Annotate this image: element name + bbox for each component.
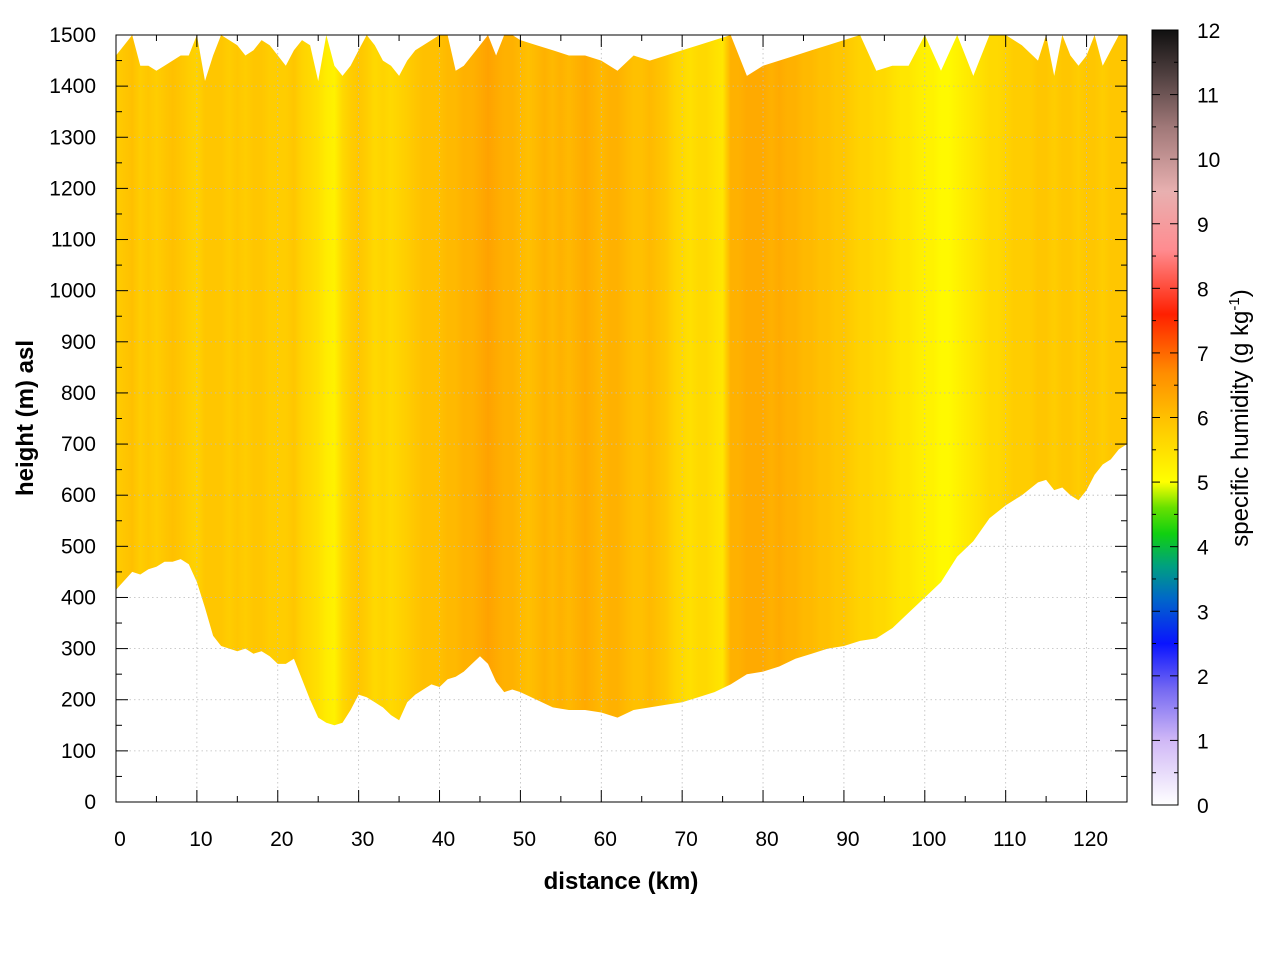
colorbar-tick-label: 0: [1197, 795, 1209, 818]
x-tick-label: 0: [114, 828, 126, 851]
colorbar-title-end: ): [1227, 289, 1254, 297]
humidity-field: [116, 35, 1127, 726]
colorbar-tick-label: 2: [1197, 666, 1209, 689]
x-tick-label: 80: [755, 828, 778, 851]
y-tick-label: 1200: [49, 177, 96, 200]
colorbar-tick-label: 6: [1197, 408, 1209, 431]
colorbar-title-main: specific humidity (g kg: [1227, 311, 1254, 547]
y-tick-label: 1400: [49, 75, 96, 98]
x-axis: 0 10 20 30 40 50 60 70 80 90 100 110 120: [114, 35, 1108, 851]
y-tick-label: 900: [61, 331, 96, 354]
x-tick-label: 70: [674, 828, 697, 851]
colorbar-tick-label: 9: [1197, 214, 1209, 237]
x-tick-label: 50: [513, 828, 536, 851]
y-tick-label: 600: [61, 484, 96, 507]
y-tick-label: 0: [84, 791, 96, 814]
y-tick-label: 500: [61, 535, 96, 558]
y-tick-label: 400: [61, 586, 96, 609]
colorbar-tick-label: 8: [1197, 278, 1209, 301]
y-tick-label: 800: [61, 382, 96, 405]
y-tick-label: 700: [61, 433, 96, 456]
colorbar-tick-label: 12: [1197, 20, 1220, 43]
x-tick-label: 110: [993, 828, 1026, 851]
x-tick-label: 100: [911, 828, 946, 851]
colorbar-tick-label: 3: [1197, 601, 1209, 624]
y-tick-label: 1500: [49, 24, 96, 47]
x-axis-title: distance (km): [544, 868, 699, 895]
y-tick-label: 1300: [49, 126, 96, 149]
x-tick-label: 30: [351, 828, 374, 851]
x-tick-label: 120: [1073, 828, 1108, 851]
colorbar-title-sup: -1: [1226, 297, 1243, 310]
colorbar-title: specific humidity (g kg-1): [1226, 289, 1254, 546]
colorbar-tick-label: 4: [1197, 537, 1209, 560]
colorbar-tick-label: 11: [1197, 85, 1219, 108]
grid-lines: [116, 35, 1127, 802]
y-tick-label: 100: [61, 740, 96, 763]
colorbar-tick-label: 5: [1197, 472, 1209, 495]
x-tick-label: 10: [189, 828, 212, 851]
x-tick-label: 90: [836, 828, 859, 851]
y-axis-title: height (m) asl: [12, 340, 39, 496]
y-axis: 0 100 200 300 400 500 600 700 800 900 1000 1100 1200…: [49, 24, 1127, 814]
y-tick-label: 1000: [49, 280, 96, 303]
colorbar-tick-label: 10: [1197, 149, 1220, 172]
x-tick-label: 40: [432, 828, 455, 851]
x-tick-label: 60: [594, 828, 617, 851]
colorbar-tick-label: 1: [1197, 730, 1209, 753]
y-tick-label: 300: [61, 638, 96, 661]
y-tick-label: 1100: [51, 229, 96, 252]
plot-area: 0 10 20 30 40 50 60 70 80 90 100 110 120 0 100 200 300 4…: [49, 24, 1128, 851]
x-tick-label: 20: [270, 828, 293, 851]
y-tick-label: 200: [61, 689, 96, 712]
colorbar-tick-label: 7: [1197, 343, 1209, 366]
